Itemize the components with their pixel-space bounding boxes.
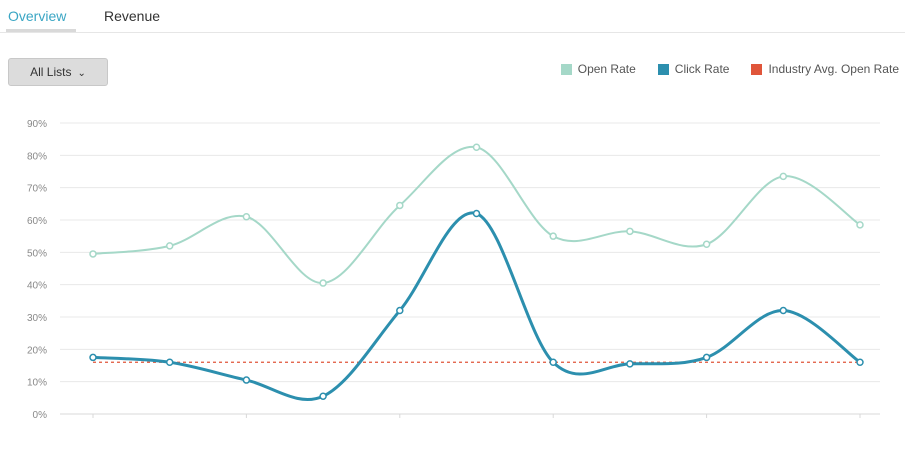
tab-overview[interactable]: Overview xyxy=(8,8,67,24)
y-tick-label: 0% xyxy=(33,410,48,421)
chevron-down-icon: ⌄ xyxy=(77,67,86,79)
click-rate-point xyxy=(396,306,404,315)
click-rate-point xyxy=(165,358,174,367)
y-tick-label: 90% xyxy=(27,119,47,130)
legend-item-open-rate[interactable]: Open Rate xyxy=(560,62,636,76)
open-rate-point xyxy=(89,250,97,258)
click-rate-line xyxy=(92,211,861,402)
open-rate-point xyxy=(165,242,174,250)
legend-swatch-open-rate xyxy=(560,63,572,75)
legend-label-industry-avg: Industry Avg. Open Rate xyxy=(768,62,899,76)
open-rate-point xyxy=(242,213,251,221)
y-tick-label: 30% xyxy=(27,313,47,324)
tab-bar: Overview Revenue xyxy=(0,0,905,33)
open-rate-point xyxy=(626,227,634,236)
y-tick-label: 10% xyxy=(27,378,47,389)
y-tick-label: 40% xyxy=(27,281,47,292)
list-filter-dropdown[interactable]: All Lists ⌄ xyxy=(8,58,108,86)
chart-legend: Open Rate Click Rate Industry Avg. Open … xyxy=(539,60,899,78)
active-tab-indicator xyxy=(6,29,76,32)
click-rate-point xyxy=(549,358,557,367)
y-tick-label: 80% xyxy=(27,151,47,162)
y-tick-label: 60% xyxy=(27,216,47,227)
list-filter-label: All Lists xyxy=(30,65,72,79)
click-rate-point xyxy=(89,353,97,362)
y-tick-label: 20% xyxy=(27,345,47,356)
y-tick-label: 50% xyxy=(27,248,47,259)
legend-item-click-rate[interactable]: Click Rate xyxy=(657,62,730,76)
open-rate-point xyxy=(549,232,557,240)
legend-label-click-rate: Click Rate xyxy=(674,62,730,76)
open-rate-point xyxy=(319,279,327,287)
legend-swatch-industry-avg xyxy=(751,63,763,75)
click-rate-point xyxy=(242,376,251,384)
click-rate-point xyxy=(472,209,481,218)
click-rate-point xyxy=(626,360,634,368)
open-rate-point xyxy=(702,240,711,248)
y-tick-label: 70% xyxy=(27,184,47,195)
click-rate-point xyxy=(779,306,788,315)
legend-swatch-click-rate xyxy=(657,63,669,75)
open-rate-point xyxy=(856,221,864,229)
click-rate-point xyxy=(702,353,711,362)
open-rate-point xyxy=(779,172,788,181)
legend-label-open-rate: Open Rate xyxy=(577,62,636,76)
click-rate-point xyxy=(856,358,864,367)
legend-item-industry-avg[interactable]: Industry Avg. Open Rate xyxy=(751,62,899,76)
tab-revenue[interactable]: Revenue xyxy=(104,8,161,24)
open-rate-point xyxy=(472,143,481,151)
click-rate-point xyxy=(319,392,327,400)
open-rate-point xyxy=(396,201,404,210)
